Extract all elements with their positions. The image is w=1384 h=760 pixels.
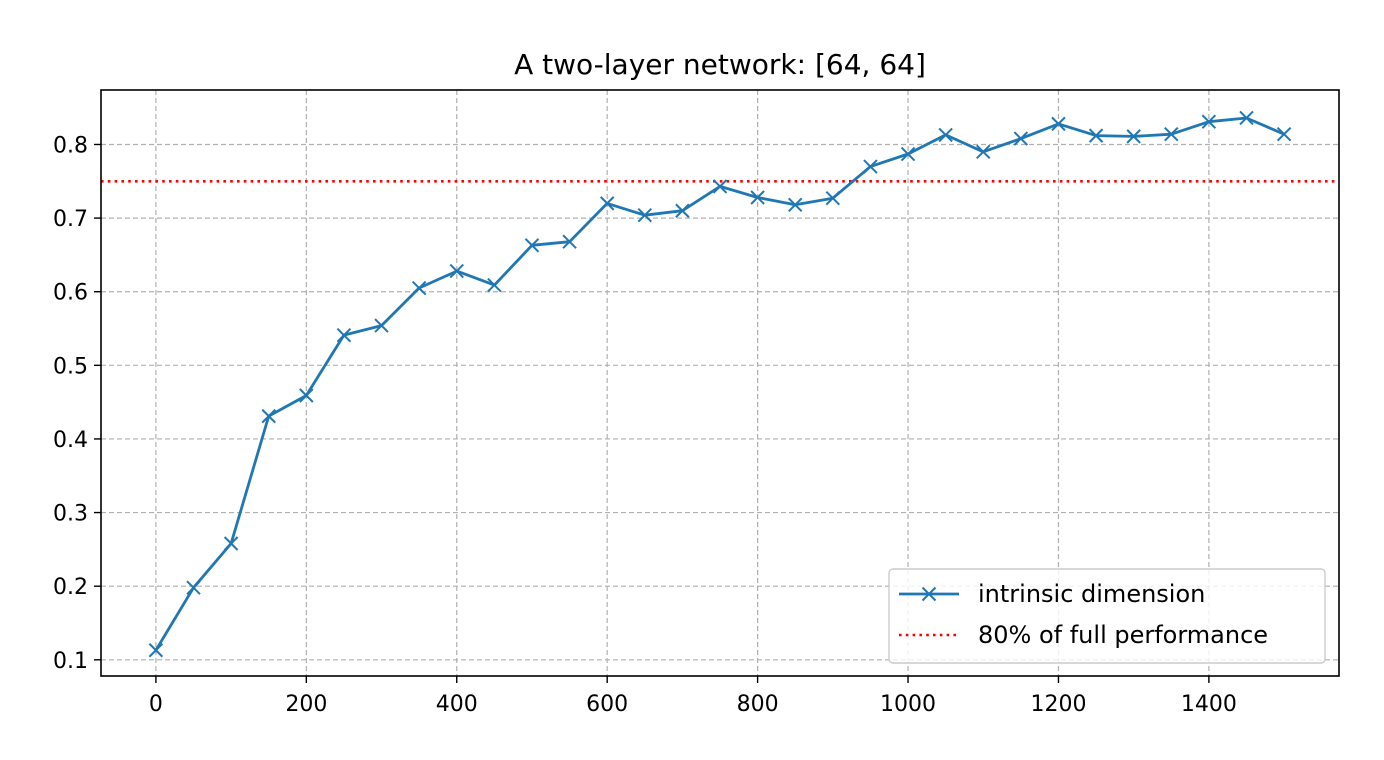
legend: intrinsic dimension 80% of full performan… [888, 568, 1326, 664]
data-point-marker [938, 127, 953, 143]
marker-stroke [1126, 129, 1141, 144]
marker-stroke [374, 318, 389, 333]
data-point-marker [223, 536, 239, 551]
data-point-marker [562, 234, 577, 249]
marker-stroke [449, 263, 464, 279]
marker-stroke [976, 144, 991, 160]
x-tick-label: 1200 [1030, 692, 1086, 717]
data-point-marker [374, 318, 389, 333]
x-tick-label: 1000 [880, 692, 936, 717]
marker-stroke [1164, 126, 1179, 142]
data-point-marker [750, 190, 765, 205]
data-point-marker [524, 238, 540, 253]
data-point-marker [336, 327, 352, 343]
x-tick-label: 600 [586, 692, 628, 717]
marker-stroke [261, 408, 276, 424]
data-point-marker [1201, 114, 1217, 129]
marker-stroke [223, 536, 239, 551]
marker-stroke [637, 207, 652, 223]
data-point-marker [1164, 126, 1179, 142]
data-point-marker [1239, 110, 1254, 126]
legend-label-80-percent: 80% of full performance [978, 621, 1268, 649]
chart-title: A two-layer network: [64, 64] [514, 48, 926, 81]
x-tick-label: 400 [436, 692, 478, 717]
marker-stroke [524, 238, 540, 253]
data-point-marker [863, 159, 878, 174]
marker-stroke [675, 203, 690, 218]
data-point-marker [712, 179, 728, 194]
y-tick-label: 0.5 [53, 354, 88, 379]
data-point-marker [411, 280, 427, 296]
x-tick-label: 0 [149, 692, 163, 717]
data-point-marker [487, 277, 502, 293]
marker-stroke [599, 196, 615, 211]
data-point-marker [1126, 129, 1141, 144]
marker-stroke [863, 159, 878, 174]
marker-stroke [1239, 110, 1254, 126]
marker-stroke [411, 280, 427, 296]
data-point-marker [1051, 116, 1066, 132]
data-point-marker [675, 203, 690, 218]
marker-stroke [900, 146, 916, 162]
marker-stroke [938, 127, 953, 143]
y-tick-label: 0.3 [53, 502, 88, 527]
data-point-marker [299, 388, 314, 403]
marker-stroke [148, 643, 164, 658]
marker-stroke [562, 234, 577, 249]
y-tick-label: 0.7 [53, 207, 88, 232]
y-tick-label: 0.6 [53, 281, 88, 306]
data-point-marker [148, 643, 164, 658]
marker-stroke [1201, 114, 1217, 129]
data-point-marker [1276, 126, 1292, 142]
y-tick-label: 0.1 [53, 649, 88, 674]
data-point-marker [449, 263, 464, 279]
marker-stroke [336, 327, 352, 343]
marker-stroke [1013, 131, 1029, 146]
data-point-marker [1088, 128, 1104, 143]
marker-stroke [750, 190, 765, 205]
data-point-marker [186, 580, 201, 595]
marker-stroke [1051, 116, 1066, 132]
data-point-marker [976, 144, 991, 160]
data-point-marker [261, 408, 276, 424]
legend-box [888, 568, 1326, 664]
x-tick-label: 200 [285, 692, 327, 717]
marker-stroke [788, 197, 803, 213]
plot-area-frame [100, 89, 1340, 677]
marker-stroke [712, 179, 728, 194]
axis-ticks: 0 200 400 600 800 1000 1200 1400 0.1 0.2 0.3 0.4 0.5… [53, 133, 1237, 717]
legend-label-intrinsic-dimension: intrinsic dimension [978, 580, 1205, 608]
data-point-marker [825, 191, 841, 206]
marker-stroke [825, 191, 841, 206]
data-point-marker [900, 146, 916, 162]
data-point-marker [788, 197, 803, 213]
y-tick-label: 0.8 [53, 133, 88, 158]
marker-stroke [186, 580, 201, 595]
x-tick-label: 1400 [1181, 692, 1237, 717]
marker-stroke [1088, 128, 1104, 143]
series-layer [148, 110, 1292, 658]
data-point-marker [1013, 131, 1029, 146]
marker-stroke [1276, 126, 1292, 142]
x-tick-label: 800 [737, 692, 779, 717]
data-point-marker [637, 207, 652, 223]
y-tick-label: 0.2 [53, 575, 88, 600]
legend-marker-stroke [921, 586, 937, 602]
y-tick-label: 0.4 [53, 428, 88, 453]
marker-stroke [487, 277, 502, 293]
marker-stroke [299, 388, 314, 403]
data-point-marker [599, 196, 615, 211]
